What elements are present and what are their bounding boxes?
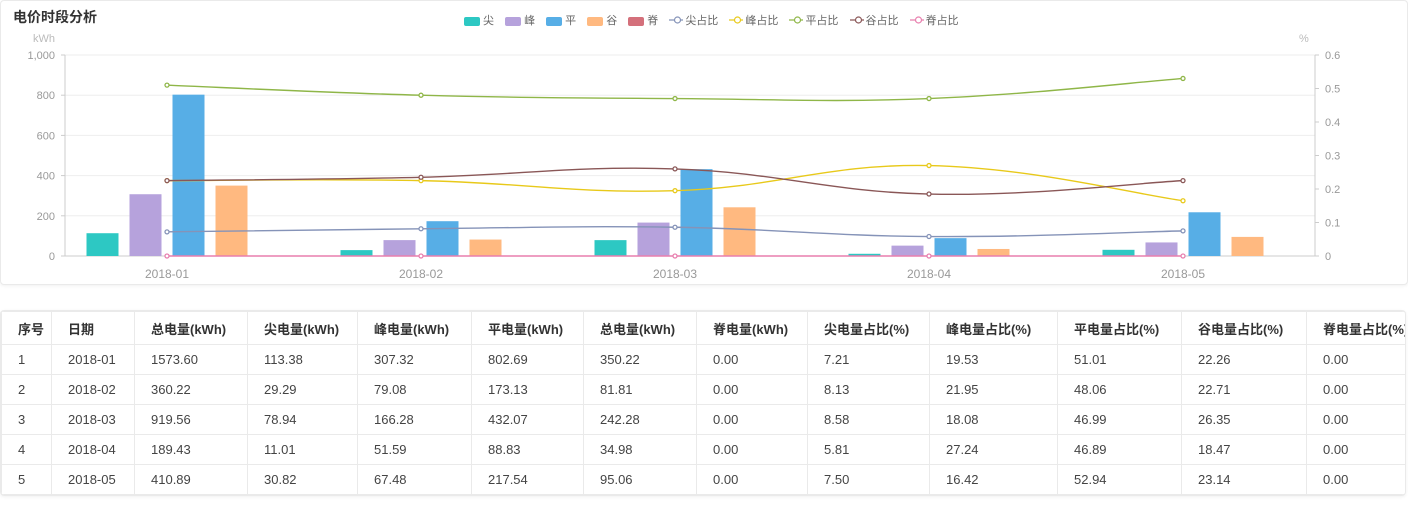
- svg-text:1,000: 1,000: [27, 50, 55, 62]
- svg-text:0.3: 0.3: [1325, 151, 1340, 163]
- svg-text:0.2: 0.2: [1325, 184, 1340, 196]
- svg-text:2018-03: 2018-03: [653, 267, 697, 281]
- svg-text:400: 400: [37, 171, 55, 183]
- svg-text:0: 0: [1325, 251, 1331, 263]
- svg-text:0: 0: [49, 251, 55, 263]
- svg-text:2018-05: 2018-05: [1161, 267, 1205, 281]
- svg-text:600: 600: [37, 130, 55, 142]
- svg-text:200: 200: [37, 211, 55, 223]
- svg-text:2018-01: 2018-01: [145, 267, 189, 281]
- svg-text:0.5: 0.5: [1325, 84, 1340, 96]
- svg-text:2018-04: 2018-04: [907, 267, 951, 281]
- svg-text:0.6: 0.6: [1325, 50, 1340, 62]
- svg-text:0.1: 0.1: [1325, 218, 1340, 230]
- svg-text:0.4: 0.4: [1325, 117, 1340, 129]
- svg-text:800: 800: [37, 90, 55, 102]
- svg-text:2018-02: 2018-02: [399, 267, 443, 281]
